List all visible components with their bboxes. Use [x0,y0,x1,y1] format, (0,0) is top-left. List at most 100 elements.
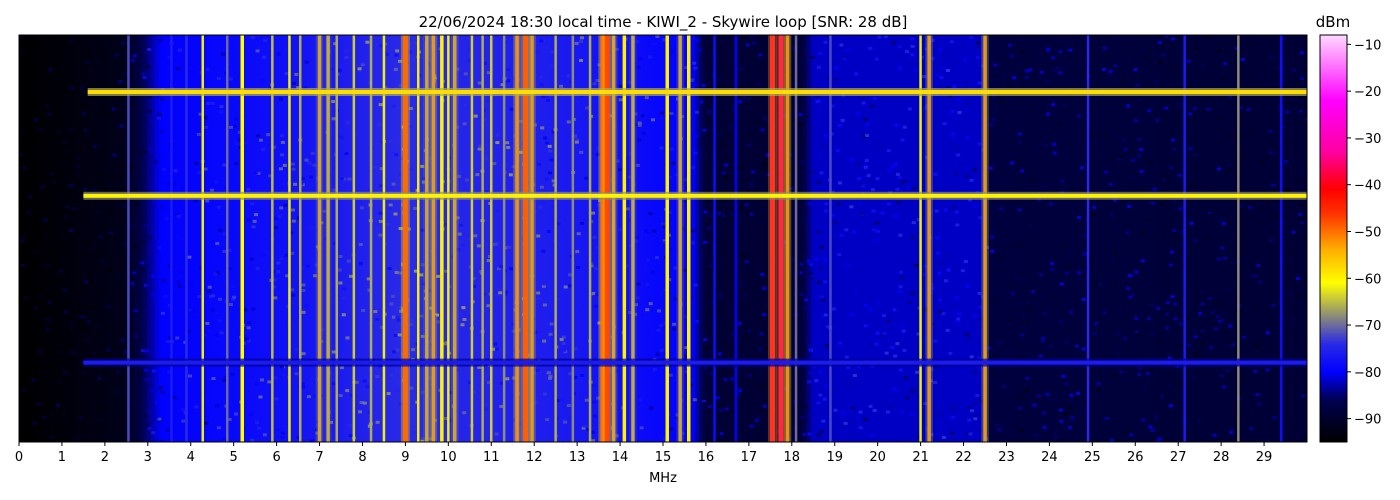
colorbar-tick-label: −10 [1354,38,1381,53]
noise-speckle [598,198,603,202]
noise-speckle [857,161,862,165]
noise-speckle [717,352,722,356]
noise-speckle [1007,318,1012,322]
noise-speckle [1069,393,1074,397]
noise-speckle [1004,344,1009,348]
noise-speckle [1024,76,1029,79]
noise-speckle [750,35,755,39]
noise-floor-column [835,35,840,442]
noise-speckle [1230,245,1235,249]
noise-speckle [1071,187,1075,191]
noise-speckle [1257,407,1262,411]
noise-speckle [640,114,645,118]
noise-speckle [69,39,74,43]
noise-speckle [218,110,223,114]
noise-floor-column [791,35,796,442]
noise-speckle [147,109,152,113]
noise-speckle [703,210,708,214]
noise-speckle [259,112,264,116]
noise-speckle [1265,368,1270,372]
noise-speckle [1093,403,1098,407]
noise-speckle [922,273,927,276]
noise-speckle [300,176,305,180]
noise-speckle [181,419,186,423]
noise-speckle [58,269,63,273]
noise-speckle [222,203,227,207]
noise-floor-column [1255,35,1260,442]
noise-speckle [872,228,877,232]
noise-speckle [271,285,276,289]
noise-speckle [844,166,849,170]
noise-speckle [204,125,209,129]
noise-speckle [291,219,296,223]
noise-speckle [394,153,399,157]
noise-floor-column [731,35,736,442]
noise-floor-column [435,35,440,442]
noise-speckle [840,118,845,122]
noise-speckle [1300,337,1305,341]
noise-speckle [1202,184,1207,188]
noise-speckle [1032,403,1037,407]
noise-speckle [252,219,257,223]
noise-speckle [254,382,259,386]
noise-floor-column [343,35,348,442]
noise-speckle [804,298,808,302]
noise-floor-column [867,35,872,442]
noise-speckle [187,374,192,378]
noise-speckle [647,55,652,59]
noise-speckle [255,241,260,245]
noise-speckle [1037,394,1042,398]
noise-speckle [1084,368,1088,372]
noise-speckle [1291,318,1296,321]
noise-speckle [979,399,984,403]
noise-speckle [1006,303,1011,307]
noise-speckle [1082,252,1087,256]
noise-speckle [819,430,824,434]
noise-speckle [1299,51,1304,55]
noise-speckle [394,53,399,57]
noise-speckle [47,318,52,322]
noise-speckle [923,307,928,311]
noise-speckle [94,300,99,304]
noise-speckle [129,222,134,226]
noise-speckle [729,272,733,276]
noise-speckle [478,144,483,148]
noise-speckle [539,39,544,43]
noise-floor-column [839,35,844,442]
noise-floor-column [91,35,96,442]
noise-speckle [373,310,378,314]
noise-floor-column [659,35,664,442]
noise-speckle [1282,221,1287,224]
noise-speckle [160,205,164,209]
noise-speckle [210,188,214,192]
noise-speckle [1058,123,1063,127]
noise-floor-column [723,35,728,442]
noise-speckle [669,147,674,151]
noise-floor-column [123,35,128,442]
noise-speckle [246,218,251,222]
noise-speckle [739,129,743,133]
noise-speckle [591,211,595,215]
noise-speckle [872,409,877,412]
noise-speckle [729,377,734,381]
noise-speckle [1113,64,1118,68]
noise-speckle [1077,271,1081,275]
vertical-signal-halo [451,35,459,442]
noise-speckle [86,131,91,135]
noise-speckle [129,286,134,290]
noise-speckle [659,111,664,115]
noise-speckle [511,322,516,326]
noise-floor-column [1075,35,1080,442]
noise-floor-column [147,35,152,442]
noise-speckle [1200,302,1205,306]
noise-speckle [1070,409,1075,413]
noise-speckle [49,412,54,416]
noise-speckle [921,74,926,78]
noise-speckle [228,77,233,81]
noise-floor-column [823,35,828,442]
vertical-signal-halo [768,35,777,442]
noise-speckle [1196,419,1201,423]
noise-speckle [265,232,270,236]
noise-speckle [283,203,288,207]
noise-speckle [596,147,600,151]
